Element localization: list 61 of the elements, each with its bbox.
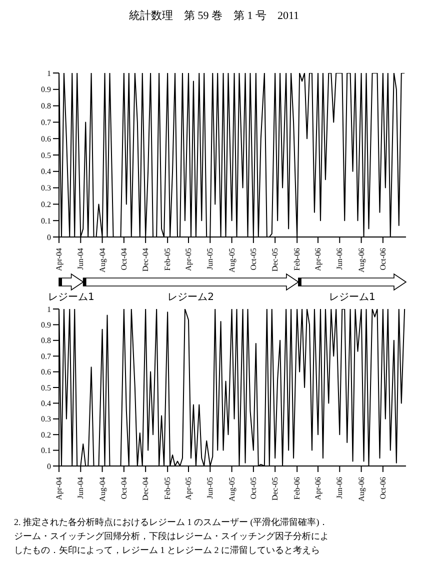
y-tick-label: 0.2 — [41, 430, 51, 440]
text: 2. 推定された各分析時点におけるレジーム 1 のスムーザー (平滑化滞留確率)． — [14, 516, 330, 528]
y-tick-label: 0 — [47, 232, 51, 242]
x-tick-label: Dec-05 — [270, 248, 280, 272]
x-tick-label: Oct-05 — [248, 477, 258, 500]
x-tick-label: Oct-05 — [248, 248, 258, 270]
x-tick-label: Jun-06 — [335, 248, 344, 270]
x-tick-label: Apr-06 — [314, 248, 323, 271]
x-tick-label: Apr-05 — [184, 248, 194, 271]
y-tick-label: 0.5 — [41, 383, 51, 392]
x-tick-label: Jun-06 — [335, 477, 344, 499]
x-tick-label: Jun-04 — [76, 477, 86, 499]
x-tick-label: Apr-04 — [54, 477, 64, 500]
text: ジーム・スイッチング回帰分析，下段はレジーム・スイッチング因子分析によ — [14, 530, 330, 542]
x-tick-label: Aug-04 — [98, 248, 107, 272]
y-tick-label: 0.9 — [41, 85, 51, 94]
x-tick-label: Feb-05 — [163, 477, 172, 500]
y-tick-label: 0.7 — [41, 118, 51, 128]
y-tick-label: 1 — [47, 304, 51, 314]
y-tick-label: 0.5 — [41, 150, 51, 160]
y-tick-label: 0.7 — [41, 352, 51, 361]
y-tick-label: 0.8 — [41, 336, 51, 346]
text: レジーム2 — [168, 292, 214, 303]
x-tick-label: Apr-04 — [54, 248, 64, 271]
x-tick-label: Oct-04 — [119, 477, 128, 500]
y-tick-label: 0.3 — [41, 184, 51, 193]
text: 統計数理 第 59 巻 第 1 号 2011 — [128, 8, 300, 23]
x-tick-label: Jun-05 — [206, 477, 215, 499]
y-tick-label: 0.8 — [41, 102, 51, 111]
x-tick-label: Oct-06 — [378, 477, 388, 500]
y-tick-label: 0.2 — [41, 200, 51, 210]
text: レジーム1 — [46, 291, 96, 304]
x-tick-label: Aug-06 — [356, 248, 366, 272]
x-tick-label: Feb-05 — [163, 248, 172, 271]
y-tick-label: 0 — [47, 462, 51, 471]
x-tick-label: Apr-05 — [184, 477, 194, 500]
y-tick-label: 0.1 — [41, 446, 51, 456]
x-tick-label: Oct-06 — [378, 248, 388, 270]
y-tick-label: 0.9 — [41, 320, 51, 330]
x-tick-label: Dec-04 — [141, 477, 150, 501]
text: レジーム1 — [328, 291, 376, 304]
x-tick-label: Aug-05 — [227, 477, 236, 502]
y-tick-label: 0.6 — [41, 368, 51, 377]
x-tick-label: Aug-04 — [98, 477, 107, 502]
x-tick-label: Jun-04 — [76, 248, 86, 270]
x-tick-label: Feb-06 — [292, 477, 302, 500]
x-tick-label: Apr-06 — [314, 477, 323, 500]
y-tick-label: 0.4 — [41, 399, 51, 408]
y-tick-label: 0.3 — [41, 414, 51, 424]
y-tick-label: 0.4 — [41, 167, 51, 176]
x-tick-label: Dec-04 — [141, 248, 150, 272]
x-tick-label: Aug-06 — [356, 477, 366, 502]
y-tick-label: 1 — [47, 68, 51, 78]
x-tick-label: Oct-04 — [119, 248, 128, 270]
x-tick-label: Dec-05 — [270, 477, 280, 501]
x-tick-label: Jun-05 — [206, 248, 215, 270]
x-tick-label: Aug-05 — [227, 248, 236, 272]
y-tick-label: 0.1 — [41, 216, 51, 226]
text: したもの．矢印によって，レジーム 1 とレジーム 2 に滞留していると考えら — [14, 544, 321, 556]
x-tick-label: Feb-06 — [292, 248, 302, 271]
y-tick-label: 0.6 — [41, 134, 51, 144]
